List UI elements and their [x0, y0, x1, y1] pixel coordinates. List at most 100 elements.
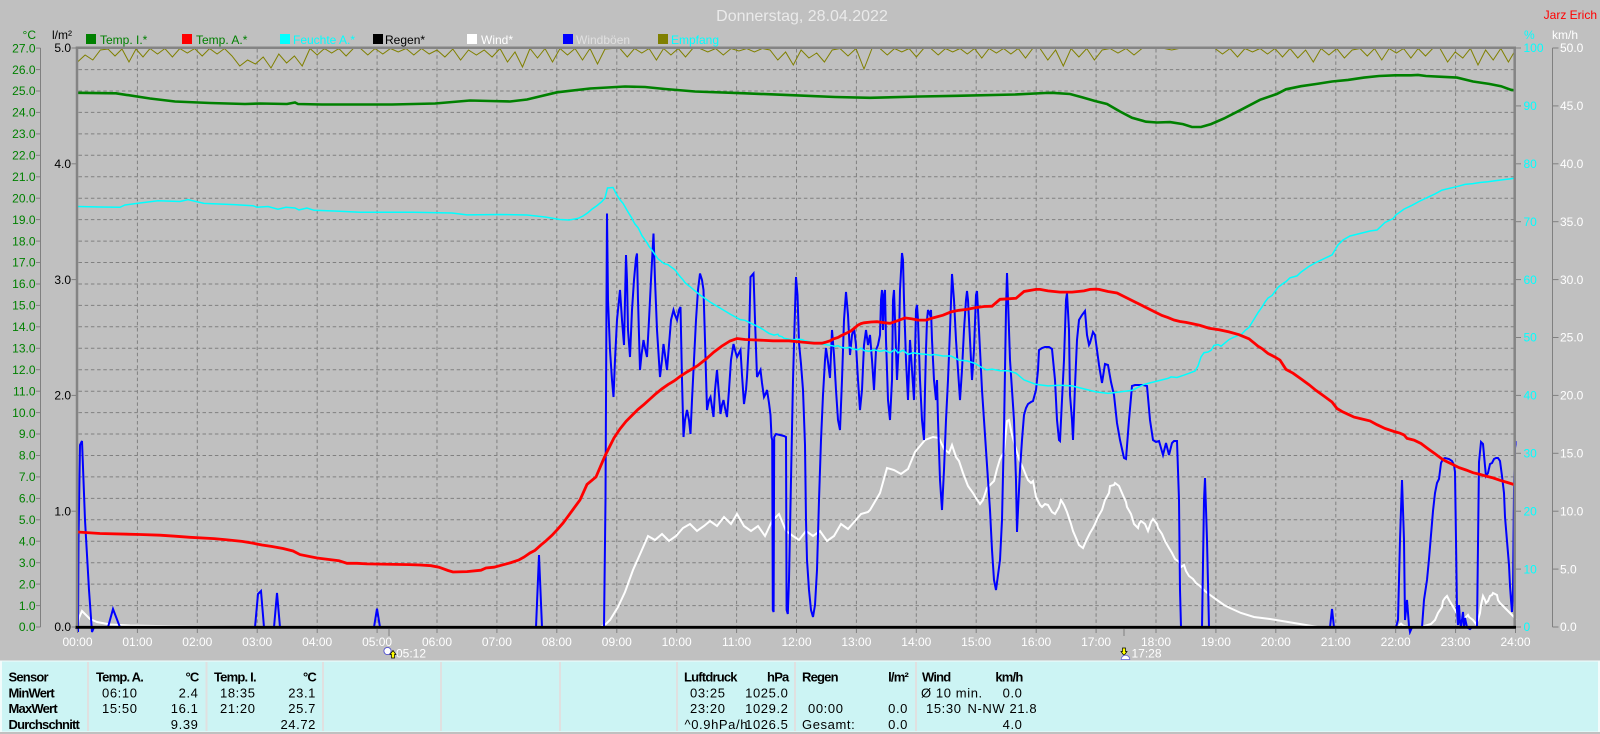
svg-text:Wind*: Wind*: [481, 33, 513, 47]
svg-text:08:00: 08:00: [542, 635, 572, 649]
svg-text:01:00: 01:00: [122, 635, 152, 649]
svg-text:Temp. A.: Temp. A.: [96, 670, 143, 685]
svg-text:15:50: 15:50: [102, 701, 138, 716]
svg-text:16:00: 16:00: [1021, 635, 1051, 649]
svg-text:09:00: 09:00: [602, 635, 632, 649]
svg-text:25.0: 25.0: [1560, 331, 1584, 345]
svg-text:4.0: 4.0: [19, 534, 36, 548]
svg-text:00:00: 00:00: [808, 701, 844, 716]
svg-text:90: 90: [1524, 99, 1538, 113]
svg-text:Temp. I.*: Temp. I.*: [100, 33, 148, 47]
svg-text:12.0: 12.0: [12, 363, 36, 377]
svg-text:Temp. A.*: Temp. A.*: [196, 33, 248, 47]
svg-text:%: %: [1524, 28, 1535, 42]
svg-text:06:10: 06:10: [102, 685, 138, 700]
svg-text:17:28: 17:28: [1132, 647, 1162, 661]
svg-text:50.0: 50.0: [1560, 41, 1584, 55]
svg-text:km/h: km/h: [995, 670, 1023, 685]
svg-text:22:00: 22:00: [1381, 635, 1411, 649]
svg-text:18:00: 18:00: [1141, 635, 1171, 649]
svg-text:MinWert: MinWert: [9, 685, 56, 700]
svg-text:11.0: 11.0: [13, 384, 36, 398]
svg-text:20.0: 20.0: [1560, 389, 1584, 403]
svg-text:17:00: 17:00: [1081, 635, 1111, 649]
svg-text:Empfang: Empfang: [671, 33, 719, 47]
svg-text:40: 40: [1524, 389, 1538, 403]
svg-text:Jarz Erich: Jarz Erich: [1544, 8, 1597, 22]
svg-text:0: 0: [1524, 620, 1531, 634]
svg-text:05:12: 05:12: [396, 647, 426, 661]
svg-text:0.0: 0.0: [888, 701, 908, 716]
svg-text:6.0: 6.0: [19, 492, 36, 506]
svg-text:Feuchte A.*: Feuchte A.*: [293, 33, 355, 47]
svg-text:9.0: 9.0: [19, 427, 36, 441]
svg-text:Ø 10 min.: Ø 10 min.: [921, 685, 983, 700]
svg-text:l/m²: l/m²: [888, 670, 909, 685]
svg-text:MaxWert: MaxWert: [9, 701, 59, 716]
svg-text:16.1: 16.1: [171, 701, 199, 716]
svg-text:10.0: 10.0: [12, 406, 36, 420]
svg-text:0.0: 0.0: [19, 620, 36, 634]
svg-text:16.0: 16.0: [12, 277, 36, 291]
svg-text:15:30: 15:30: [926, 701, 962, 716]
svg-text:4.0: 4.0: [54, 157, 71, 171]
svg-text:0.0: 0.0: [888, 717, 908, 732]
svg-text:°C: °C: [303, 670, 317, 685]
svg-text:26.0: 26.0: [12, 63, 36, 77]
svg-text:23:00: 23:00: [1441, 635, 1471, 649]
svg-text:2.4: 2.4: [179, 685, 199, 700]
svg-text:27.0: 27.0: [12, 41, 36, 55]
svg-text:Donnerstag, 28.04.2022: Donnerstag, 28.04.2022: [716, 8, 888, 25]
svg-text:13.0: 13.0: [12, 342, 36, 356]
svg-text:2.0: 2.0: [54, 389, 71, 403]
svg-text:03:25: 03:25: [690, 685, 726, 700]
svg-text:60: 60: [1524, 273, 1538, 287]
svg-text:30: 30: [1524, 447, 1538, 461]
svg-text:11:00: 11:00: [722, 635, 751, 649]
svg-text:14:00: 14:00: [901, 635, 931, 649]
svg-text:1.0: 1.0: [54, 504, 71, 518]
svg-text:Regen*: Regen*: [385, 33, 425, 47]
svg-text:5.0: 5.0: [1560, 562, 1577, 576]
svg-text:14.0: 14.0: [12, 320, 36, 334]
svg-text:Sensor: Sensor: [9, 670, 49, 685]
svg-text:Gesamt:: Gesamt:: [802, 717, 855, 732]
svg-text:21.0: 21.0: [12, 170, 36, 184]
svg-text:06:00: 06:00: [422, 635, 452, 649]
svg-text:10:00: 10:00: [662, 635, 692, 649]
svg-text:20:00: 20:00: [1261, 635, 1291, 649]
svg-text:9.39: 9.39: [171, 717, 199, 732]
svg-text:15.0: 15.0: [1560, 447, 1584, 461]
svg-text:12:00: 12:00: [781, 635, 811, 649]
svg-text:30.0: 30.0: [1560, 273, 1584, 287]
svg-text:km/h: km/h: [1552, 28, 1578, 42]
svg-text:25.7: 25.7: [288, 701, 316, 716]
svg-text:1029.2: 1029.2: [745, 701, 788, 716]
svg-text:100: 100: [1524, 41, 1544, 55]
svg-text:°C: °C: [23, 28, 37, 42]
svg-text:8.0: 8.0: [19, 449, 36, 463]
svg-text:5.0: 5.0: [54, 41, 71, 55]
svg-text:23:20: 23:20: [690, 701, 726, 716]
svg-text:23.1: 23.1: [288, 685, 316, 700]
svg-text:25.0: 25.0: [12, 84, 36, 98]
svg-text:40.0: 40.0: [1560, 157, 1584, 171]
svg-text:l/m²: l/m²: [52, 28, 72, 42]
svg-text:0.0: 0.0: [1003, 685, 1023, 700]
svg-text:50: 50: [1524, 331, 1538, 345]
svg-text:^0.9hPa/h: ^0.9hPa/h: [685, 717, 749, 732]
svg-text:3.0: 3.0: [54, 273, 71, 287]
svg-text:21:00: 21:00: [1321, 635, 1351, 649]
svg-text:19:00: 19:00: [1201, 635, 1231, 649]
svg-text:02:00: 02:00: [182, 635, 212, 649]
svg-text:24.72: 24.72: [280, 717, 316, 732]
svg-text:Wind: Wind: [922, 670, 951, 685]
svg-text:5.0: 5.0: [19, 513, 36, 527]
svg-text:4.0: 4.0: [1003, 717, 1023, 732]
svg-text:80: 80: [1524, 157, 1538, 171]
svg-text:04:00: 04:00: [302, 635, 332, 649]
svg-text:N-NW 21.8: N-NW 21.8: [968, 701, 1038, 716]
svg-text:10.0: 10.0: [1560, 504, 1584, 518]
svg-text:24.0: 24.0: [12, 106, 36, 120]
svg-text:Regen: Regen: [802, 670, 839, 685]
